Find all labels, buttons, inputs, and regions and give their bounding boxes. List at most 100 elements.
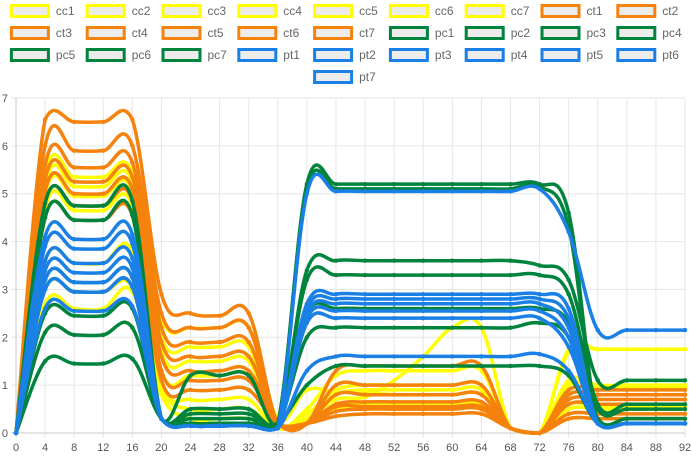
data-point-pc6: [391, 325, 397, 330]
data-point-pt4: [391, 301, 397, 306]
x-tick-label: 12: [97, 442, 109, 454]
data-point-ct1: [71, 119, 77, 125]
legend-swatch: [464, 48, 505, 62]
legend-item-ct1: ct1: [540, 4, 603, 18]
data-point-pc6: [188, 416, 193, 421]
legend-label: pc1: [435, 26, 455, 40]
data-point-ct4: [479, 399, 484, 405]
data-point-pt4: [42, 268, 48, 273]
data-point-ct6: [624, 411, 630, 417]
data-point-pc1: [479, 181, 484, 187]
data-point-cc5: [188, 397, 193, 402]
data-point-ct4: [653, 397, 659, 402]
data-point-pc5: [217, 411, 222, 417]
data-point-pt3: [362, 296, 368, 302]
data-point-pt4: [101, 270, 106, 275]
data-point-pc6: [246, 416, 251, 421]
data-point-ct3: [71, 165, 77, 170]
x-tick-label: 92: [679, 442, 691, 454]
legend-item-pc2: pc2: [464, 26, 530, 40]
data-point-pc6: [421, 325, 426, 330]
data-point-pc4: [537, 272, 542, 278]
data-point-ct5: [130, 186, 135, 192]
data-point-pc3: [595, 378, 600, 383]
data-point-ct6: [653, 411, 659, 417]
data-point-ct2: [479, 382, 484, 388]
data-point-ct7: [246, 387, 251, 393]
data-point-pc7: [479, 363, 484, 369]
x-tick-label: 36: [272, 442, 284, 454]
data-point-ct7: [450, 411, 455, 417]
data-point-pt7: [537, 351, 542, 357]
data-point-cc2: [71, 184, 77, 189]
data-point-cc3: [217, 359, 222, 364]
data-point-ct7: [159, 378, 164, 383]
data-point-cc2: [304, 406, 310, 412]
data-point-pt1: [479, 189, 484, 194]
data-point-pc1: [566, 210, 571, 216]
legend-item-cc1: cc1: [9, 4, 75, 18]
data-point-ct2: [246, 325, 251, 330]
series-line-ct1: [14, 108, 687, 435]
data-point-pc1: [508, 181, 513, 187]
data-point-ct6: [479, 406, 484, 412]
data-point-pc6: [653, 416, 659, 421]
data-point-ct3: [653, 392, 659, 397]
legend-item-pt5: pt5: [540, 48, 604, 62]
data-point-ct1: [42, 117, 48, 122]
data-point-pt7: [566, 368, 571, 373]
data-point-cc5: [333, 397, 339, 402]
legend-label: ct7: [359, 26, 375, 40]
data-point-ct5: [333, 404, 339, 409]
legend-swatch: [9, 4, 50, 18]
data-point-ct4: [101, 179, 106, 184]
legend-swatch: [313, 48, 354, 62]
data-point-ct2: [450, 382, 455, 388]
data-point-ct5: [566, 402, 571, 407]
data-point-pt4: [566, 325, 571, 330]
legend-label: ct6: [283, 26, 299, 40]
legend-swatch: [616, 4, 657, 18]
data-point-cc5: [246, 397, 251, 402]
data-point-ct2: [391, 382, 397, 388]
legend-swatch: [237, 26, 278, 40]
data-point-pt7: [246, 423, 251, 429]
data-point-cc4: [450, 387, 455, 393]
data-point-ct3: [595, 392, 600, 397]
legend-swatch: [161, 48, 202, 62]
legend-label: cc6: [435, 4, 454, 18]
data-point-pc7: [362, 363, 368, 369]
data-point-ct4: [624, 397, 630, 402]
x-tick-label: 48: [359, 442, 371, 454]
data-point-pc3: [537, 263, 542, 268]
data-point-ct6: [566, 411, 571, 417]
data-point-pt1: [450, 189, 455, 194]
data-point-ct2: [42, 143, 48, 149]
data-point-ct1: [159, 292, 164, 297]
data-point-pc3: [333, 258, 339, 263]
legend-label: pc7: [208, 48, 228, 62]
axis-ticks: 0 4 8 12 16 20 24 28 32 36 40 44 48 52 56 60 64 68 72 76 80 8…: [2, 93, 691, 454]
y-tick-label: 1: [2, 380, 8, 392]
data-point-cc5: [217, 397, 222, 402]
legend-item-pc1: pc1: [388, 26, 455, 40]
data-point-cc2: [362, 368, 368, 373]
data-point-cc4: [391, 387, 397, 393]
data-point-ct4: [566, 397, 571, 402]
data-point-ct1: [566, 387, 571, 393]
x-tick-label: 88: [650, 442, 662, 454]
data-point-ct3: [624, 392, 630, 397]
data-point-pt5: [479, 308, 484, 314]
legend-swatch: [540, 4, 581, 18]
data-point-pt1: [566, 229, 571, 235]
data-point-pt6: [508, 315, 513, 321]
data-point-pc4: [566, 292, 571, 297]
data-point-pt1: [421, 189, 426, 194]
data-point-ct3: [188, 339, 193, 345]
data-point-ct7: [479, 411, 484, 417]
data-point-ct1: [624, 387, 630, 393]
legend-swatch: [9, 26, 50, 40]
x-tick-label: 20: [155, 442, 167, 454]
data-point-pc3: [362, 258, 368, 263]
data-point-ct2: [159, 311, 164, 316]
